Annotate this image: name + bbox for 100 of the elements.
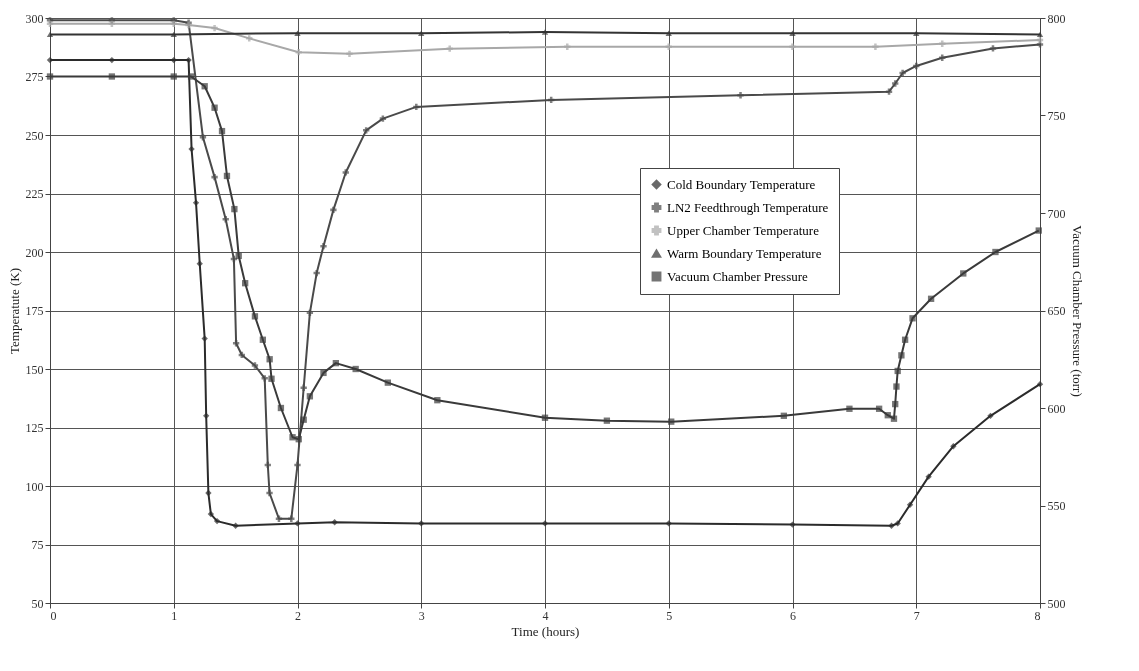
point (894, 367, 901, 375)
point (108, 73, 116, 80)
point (665, 520, 672, 527)
point (899, 69, 906, 77)
point (306, 393, 314, 400)
y-tick-label: 225 (25, 187, 44, 201)
point (246, 35, 253, 42)
y-axis-title: Temperatute (K) (6, 267, 22, 355)
point (927, 295, 935, 302)
y2-tick-label: 650 (1047, 304, 1066, 318)
point (266, 356, 273, 363)
legend-label: Vacuum Chamber Pressure (667, 268, 809, 284)
point (906, 501, 914, 508)
point (201, 335, 208, 342)
point (884, 412, 891, 419)
point (294, 520, 301, 527)
y2-tick-label: 700 (1047, 206, 1066, 221)
point (541, 414, 549, 421)
point (789, 521, 796, 528)
point (665, 43, 672, 50)
legend-label: Upper Chamber Temperature (667, 222, 820, 238)
point (223, 172, 231, 180)
point (259, 336, 267, 343)
legend-label: LN2 Feedthrough Temperature (667, 199, 829, 215)
point (231, 205, 238, 213)
point (207, 510, 215, 518)
point (188, 145, 195, 153)
point (892, 80, 899, 87)
point (1035, 227, 1042, 234)
point (211, 24, 218, 32)
point (893, 383, 900, 390)
point (925, 473, 932, 480)
point (170, 31, 177, 38)
point (170, 56, 177, 64)
point (939, 54, 946, 61)
point (603, 417, 611, 424)
point (211, 173, 218, 181)
y-tick-label: 125 (25, 421, 44, 435)
point (211, 104, 218, 111)
x-tick-label: 5 (666, 608, 673, 623)
point (261, 375, 268, 382)
point (300, 416, 307, 423)
point (888, 522, 895, 529)
point (446, 45, 453, 52)
y-tick-label: 200 (25, 245, 44, 260)
point (789, 43, 796, 50)
point (289, 434, 296, 441)
x-tick-label: 8 (1034, 608, 1041, 623)
point (170, 73, 177, 80)
point (939, 40, 946, 47)
point (418, 520, 425, 527)
point (885, 88, 893, 95)
x-tick-label: 3 (418, 608, 425, 623)
x-tick-label: 2 (295, 608, 301, 623)
y-tick-label: 100 (25, 479, 44, 494)
point (434, 397, 441, 404)
point (295, 436, 302, 443)
point (901, 336, 909, 343)
point (251, 313, 259, 320)
point (541, 29, 549, 35)
point (235, 252, 242, 260)
point (363, 127, 370, 134)
point (960, 270, 967, 277)
point (300, 384, 307, 391)
point (352, 365, 359, 373)
point (668, 418, 675, 425)
point (413, 103, 420, 111)
x-tick-label: 6 (790, 608, 796, 623)
point (203, 412, 210, 419)
point (199, 134, 207, 141)
point (780, 412, 787, 419)
point (789, 30, 796, 36)
x-tick-label: 0 (50, 608, 57, 623)
x-axis-title: Time (hours) (511, 623, 580, 639)
point (894, 520, 901, 527)
point (950, 443, 957, 450)
point (213, 517, 221, 525)
point (665, 30, 672, 36)
point (277, 404, 285, 412)
y-tick-label: 300 (25, 11, 44, 26)
point (222, 216, 229, 223)
point (241, 280, 249, 287)
point (331, 519, 338, 526)
y2-tick-label: 500 (1047, 596, 1066, 611)
legend-label: Warm Boundary Temperature (667, 245, 822, 261)
x-tick-label: 1 (171, 608, 178, 623)
point (320, 242, 327, 250)
point (737, 92, 744, 99)
point (541, 520, 549, 527)
point (201, 83, 208, 90)
point (875, 405, 883, 412)
point (187, 73, 195, 80)
point (909, 315, 916, 322)
y-tick-label: 75 (31, 538, 44, 552)
point (232, 340, 240, 347)
point (379, 115, 387, 122)
point (251, 362, 259, 369)
point (266, 489, 273, 497)
point (295, 49, 302, 56)
point (205, 489, 212, 497)
